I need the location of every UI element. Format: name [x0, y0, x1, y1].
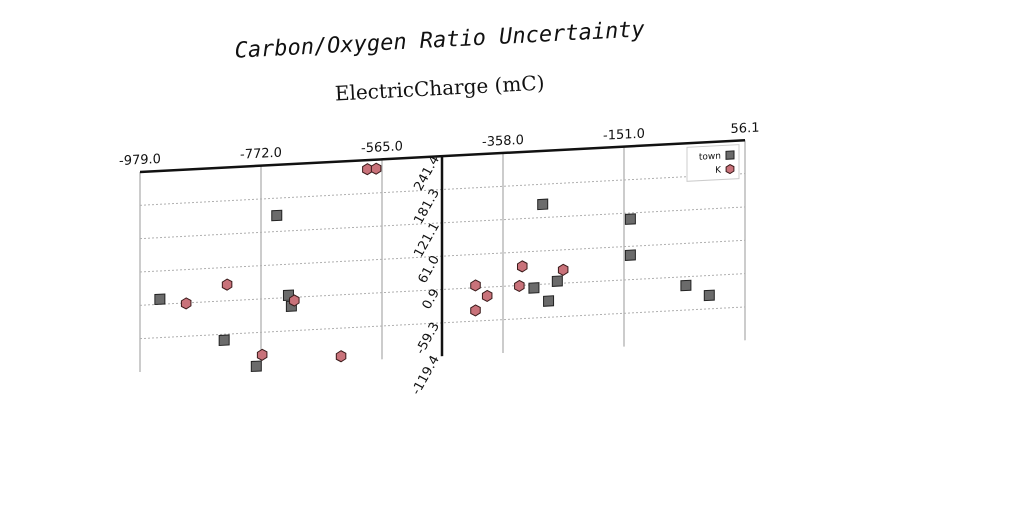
town-point [154, 293, 166, 306]
town-point [624, 213, 636, 225]
legend-label: K [715, 165, 722, 175]
town-point [528, 282, 540, 294]
k-point [362, 163, 373, 176]
k-point [481, 289, 493, 303]
k-point [180, 297, 192, 310]
y-tick-label: 181.3 [411, 187, 443, 227]
y-gridline [140, 273, 745, 306]
x-tick-label: -565.0 [361, 139, 403, 156]
town-point [624, 249, 636, 261]
y-gridline [140, 173, 745, 206]
k-point [557, 263, 569, 276]
k-point [470, 279, 481, 292]
k-point [516, 260, 528, 273]
y-tick-label: -119.4 [409, 353, 443, 397]
legend-swatch [725, 150, 735, 160]
legend-box [686, 144, 740, 182]
town-point [537, 198, 549, 211]
y-gridline [140, 306, 745, 340]
k-point [335, 350, 347, 363]
town-point [680, 279, 692, 292]
y-tick-label: 241.4 [411, 153, 443, 193]
x-tick-label: -151.0 [603, 127, 645, 144]
town-point [703, 289, 715, 302]
plot-area: -979.0 -772.0 -565.0 -358.0 -151.0 56.1 241.4… [119, 121, 759, 398]
town-point [218, 334, 230, 346]
y-tick-label: -59.3 [413, 320, 443, 357]
chart-title: Carbon/Oxygen Ratio Uncertainty [234, 17, 646, 63]
data-markers [154, 162, 715, 373]
k-point [289, 294, 300, 307]
k-point [221, 278, 233, 291]
legend-label: town [699, 152, 721, 163]
x-tick-label: -979.0 [119, 152, 161, 169]
x-tick-label: -358.0 [482, 133, 524, 150]
y-tick-label: 121.1 [411, 220, 443, 260]
town-point [551, 275, 563, 287]
legend-swatch [725, 164, 735, 175]
k-point [470, 304, 481, 317]
x-tick-label: -772.0 [240, 146, 282, 163]
k-point [514, 279, 525, 293]
y-tick-label: 0.9 [420, 287, 443, 312]
k-point [256, 348, 268, 361]
horizontal-gridlines [140, 173, 745, 340]
x-tick-labels: -979.0 -772.0 -565.0 -358.0 -151.0 56.1 [119, 121, 759, 170]
y-gridline [140, 239, 745, 273]
y-gridline [140, 206, 745, 240]
x-axis-label: ElectricCharge (mC) [334, 71, 545, 106]
k-point [370, 162, 382, 175]
x-tick-label: 56.1 [731, 121, 760, 138]
town-point [250, 360, 262, 373]
town-point [271, 209, 283, 222]
legend: town K [686, 144, 740, 182]
town-point [543, 295, 555, 307]
